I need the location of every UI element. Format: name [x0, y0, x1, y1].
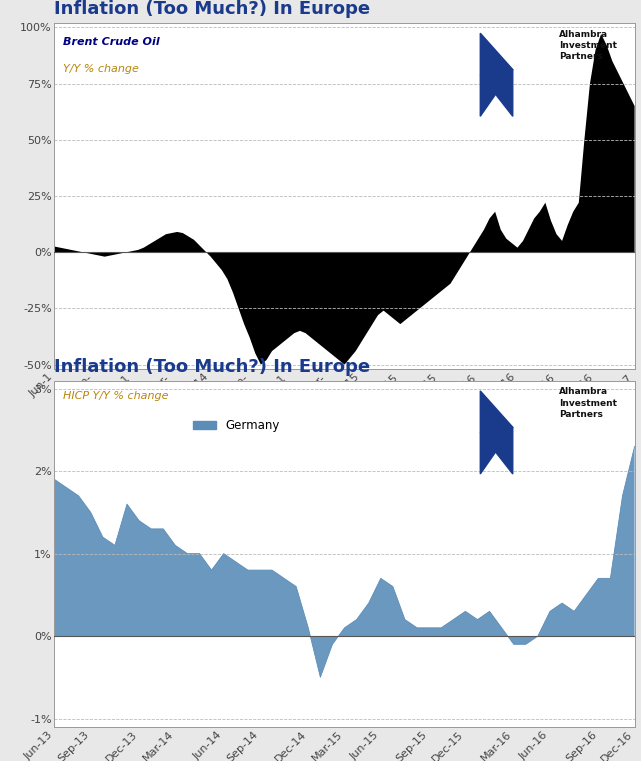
Text: Alhambra
Investment
Partners: Alhambra Investment Partners: [559, 30, 617, 61]
Text: Y/Y % change: Y/Y % change: [63, 65, 139, 75]
Legend: Germany: Germany: [188, 414, 285, 437]
Text: Inflation (Too Much?) In Europe: Inflation (Too Much?) In Europe: [54, 358, 370, 376]
Text: Brent Crude Oil: Brent Crude Oil: [63, 37, 160, 46]
Text: Inflation (Too Much?) In Europe: Inflation (Too Much?) In Europe: [54, 1, 370, 18]
Text: HICP Y/Y % change: HICP Y/Y % change: [63, 391, 169, 401]
Text: Alhambra
Investment
Partners: Alhambra Investment Partners: [559, 387, 617, 419]
